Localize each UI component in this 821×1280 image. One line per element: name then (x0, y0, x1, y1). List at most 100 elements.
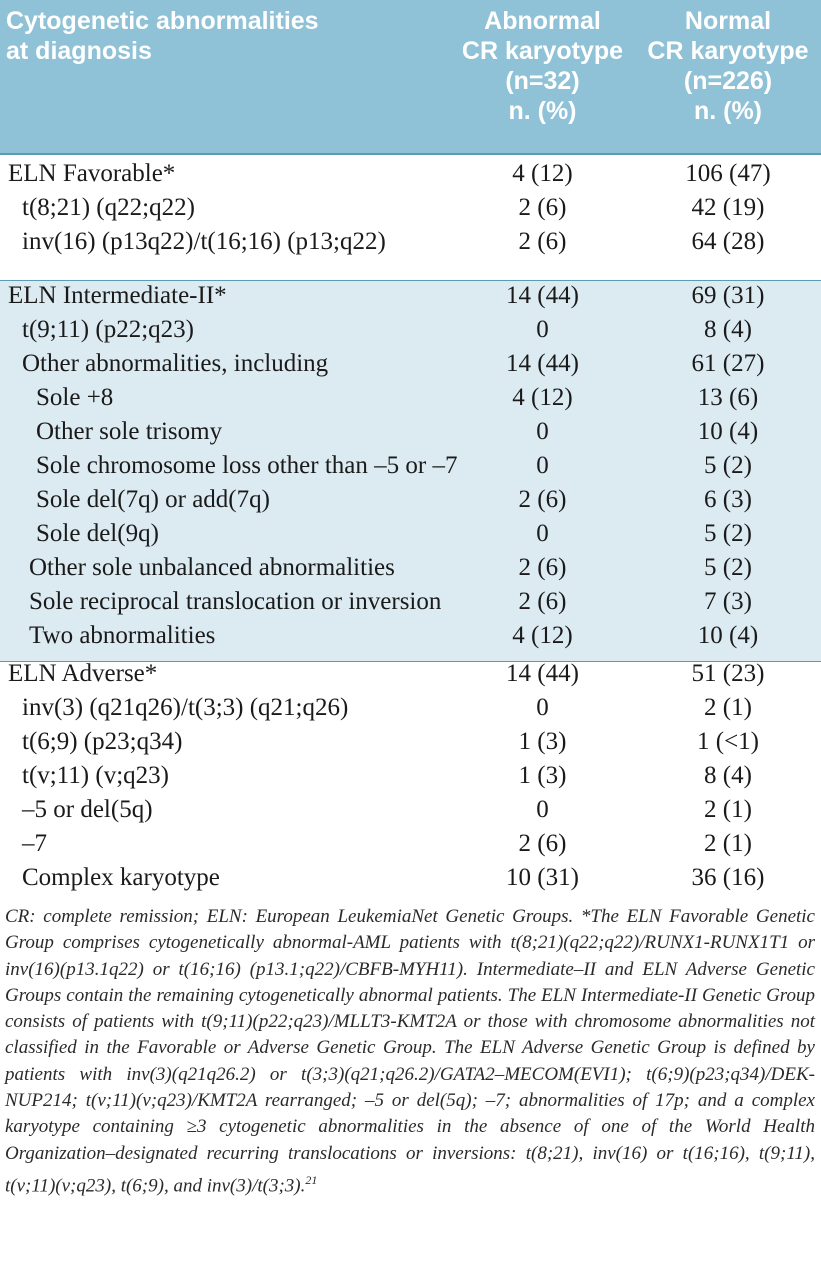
row-label: inv(3) (q21q26)/t(3;3) (q21;q26) (22, 694, 349, 721)
header-normal-column: Normal CR karyotype (n=226) n. (%) (635, 6, 821, 126)
normal-cr-value: 61 (27) (691, 350, 765, 377)
table-row: Sole del(9q) 0 5 (2) (0, 519, 821, 549)
row-label: Sole +8 (36, 384, 114, 411)
table-row: Other sole trisomy 0 10 (4) (0, 417, 821, 447)
table-row: Sole del(7q) or add(7q) 2 (6) 6 (3) (0, 485, 821, 515)
normal-cr-value: 64 (28) (691, 228, 765, 255)
abnormal-cr-value: 1 (3) (518, 762, 567, 789)
abnormal-cr-value: 4 (12) (512, 160, 573, 187)
table-row: Sole reciprocal translocation or inversi… (0, 587, 821, 617)
abnormal-cr-value: 2 (6) (518, 588, 567, 615)
abnormal-cr-value: 4 (12) (512, 384, 573, 411)
header-label: CR karyotype (647, 37, 809, 65)
table-row: Sole chromosome loss other than –5 or –7… (0, 451, 821, 481)
row-label: inv(16) (p13q22)/t(16;16) (p13;q22) (22, 228, 386, 255)
table-row: ELN Favorable* 4 (12) 106 (47) (0, 159, 821, 189)
abnormal-cr-value: 4 (12) (512, 622, 573, 649)
abnormal-cr-value: 0 (536, 452, 549, 479)
normal-cr-value: 7 (3) (704, 588, 752, 615)
row-label: Sole chromosome loss other than –5 or –7 (36, 452, 458, 479)
row-label: Complex karyotype (22, 864, 220, 891)
table-row: inv(16) (p13q22)/t(16;16) (p13;q22) 2 (6)… (0, 227, 821, 257)
group-divider (0, 661, 821, 662)
table-row: t(v;11) (v;q23) 1 (3) 8 (4) (0, 761, 821, 791)
abnormal-cr-value: 0 (536, 418, 549, 445)
header-cytogenetic-column: Cytogenetic abnormalities at diagnosis (6, 6, 446, 66)
abnormal-cr-value: 0 (536, 520, 549, 547)
table-row: ELN Intermediate-II* 14 (44) 69 (31) (0, 281, 821, 311)
header-label: n. (%) (693, 97, 763, 125)
row-label: ELN Adverse* (8, 660, 158, 687)
normal-cr-value: 42 (19) (691, 194, 765, 221)
row-label: ELN Intermediate-II* (8, 282, 227, 309)
normal-cr-value: 51 (23) (691, 660, 765, 687)
header-divider (0, 153, 821, 155)
table-row: inv(3) (q21q26)/t(3;3) (q21;q26) 0 2 (1) (0, 693, 821, 723)
table-row: ELN Adverse* 14 (44) 51 (23) (0, 659, 821, 689)
header-label: Cytogenetic abnormalities (6, 7, 319, 35)
footnote-text: CR: complete remission; ELN: European Le… (5, 906, 815, 1197)
footnote-reference: 21 (305, 1172, 318, 1187)
row-label: Other sole trisomy (36, 418, 223, 445)
abnormal-cr-value: 2 (6) (518, 194, 567, 221)
row-label: Sole del(7q) or add(7q) (36, 486, 270, 513)
normal-cr-value: 2 (1) (704, 830, 752, 857)
normal-cr-value: 1 (<1) (697, 728, 759, 755)
abnormal-cr-value: 2 (6) (518, 486, 567, 513)
abnormal-cr-value: 14 (44) (506, 282, 579, 309)
normal-cr-value: 6 (3) (704, 486, 752, 513)
row-label: ELN Favorable* (8, 160, 176, 187)
abnormal-cr-value: 0 (536, 316, 549, 343)
row-label: t(8;21) (q22;q22) (22, 194, 195, 221)
normal-cr-value: 8 (4) (704, 762, 752, 789)
normal-cr-value: 8 (4) (704, 316, 752, 343)
normal-cr-value: 5 (2) (704, 520, 752, 547)
table-row: t(8;21) (q22;q22) 2 (6) 42 (19) (0, 193, 821, 223)
table-row: t(6;9) (p23;q34) 1 (3) 1 (<1) (0, 727, 821, 757)
table-row: Sole +8 4 (12) 13 (6) (0, 383, 821, 413)
header-label: at diagnosis (6, 37, 152, 65)
abnormal-cr-value: 0 (536, 796, 549, 823)
table-row: –7 2 (6) 2 (1) (0, 829, 821, 859)
header-label: (n=32) (505, 67, 580, 95)
normal-cr-value: 13 (6) (697, 384, 759, 411)
abnormal-cr-value: 10 (31) (506, 864, 579, 891)
row-label: Sole del(9q) (36, 520, 159, 547)
table-row: Two abnormalities 4 (12) 10 (4) (0, 621, 821, 651)
table-footnote: CR: complete remission; ELN: European Le… (5, 904, 815, 1200)
row-label: t(6;9) (p23;q34) (22, 728, 183, 755)
header-label: Abnormal (484, 7, 601, 35)
row-label: t(9;11) (p22;q23) (22, 316, 194, 343)
table-header: Cytogenetic abnormalities at diagnosis A… (0, 0, 821, 153)
group-divider (0, 280, 821, 281)
normal-cr-value: 5 (2) (704, 452, 752, 479)
intermediate-group-band (0, 280, 821, 661)
row-label: Two abnormalities (29, 622, 216, 649)
abnormal-cr-value: 2 (6) (518, 554, 567, 581)
table-row: Other sole unbalanced abnormalities 2 (6)… (0, 553, 821, 583)
row-label: Other abnormalities, including (22, 350, 329, 377)
abnormal-cr-value: 14 (44) (506, 660, 579, 687)
abnormal-cr-value: 2 (6) (518, 228, 567, 255)
normal-cr-value: 36 (16) (691, 864, 765, 891)
header-abnormal-column: Abnormal CR karyotype (n=32) n. (%) (450, 6, 635, 126)
header-label: n. (%) (508, 97, 577, 125)
normal-cr-value: 5 (2) (704, 554, 752, 581)
normal-cr-value: 10 (4) (697, 622, 759, 649)
table-row: –5 or del(5q) 0 2 (1) (0, 795, 821, 825)
normal-cr-value: 106 (47) (685, 160, 771, 187)
abnormal-cr-value: 14 (44) (506, 350, 579, 377)
normal-cr-value: 2 (1) (704, 694, 752, 721)
header-label: Normal (684, 7, 772, 35)
normal-cr-value: 2 (1) (704, 796, 752, 823)
normal-cr-value: 10 (4) (697, 418, 759, 445)
table-row: Other abnormalities, including 14 (44) 61 … (0, 349, 821, 379)
abnormal-cr-value: 0 (536, 694, 549, 721)
header-label: CR karyotype (461, 37, 624, 65)
row-label: –7 (22, 830, 47, 857)
row-label: Sole reciprocal translocation or inversi… (29, 588, 442, 615)
abnormal-cr-value: 1 (3) (518, 728, 567, 755)
header-label: (n=226) (683, 67, 773, 95)
abnormal-cr-value: 2 (6) (518, 830, 567, 857)
